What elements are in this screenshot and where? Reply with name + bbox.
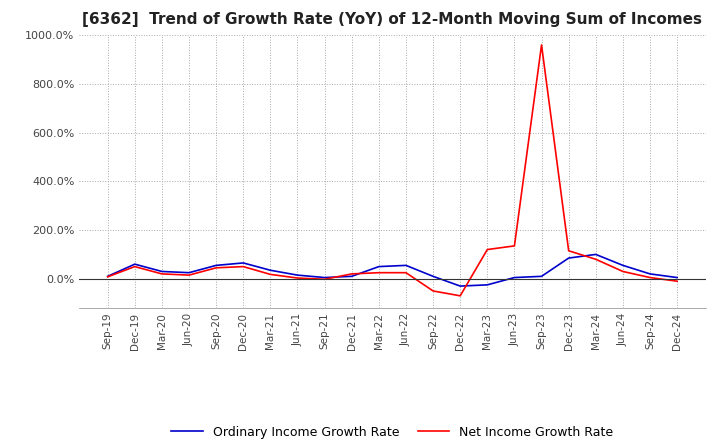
Ordinary Income Growth Rate: [320, 275, 329, 280]
Ordinary Income Growth Rate: [266, 268, 275, 273]
Ordinary Income Growth Rate: [185, 270, 194, 275]
Net Income Growth Rate: [374, 270, 383, 275]
Ordinary Income Growth Rate: [428, 274, 437, 279]
Net Income Growth Rate: [239, 264, 248, 269]
Ordinary Income Growth Rate: [618, 263, 627, 268]
Title: [6362]  Trend of Growth Rate (YoY) of 12-Month Moving Sum of Incomes: [6362] Trend of Growth Rate (YoY) of 12-…: [82, 12, 703, 27]
Net Income Growth Rate: [348, 271, 356, 277]
Net Income Growth Rate: [618, 269, 627, 274]
Net Income Growth Rate: [158, 271, 166, 277]
Net Income Growth Rate: [672, 279, 681, 284]
Ordinary Income Growth Rate: [456, 283, 464, 289]
Net Income Growth Rate: [483, 247, 492, 252]
Line: Ordinary Income Growth Rate: Ordinary Income Growth Rate: [108, 254, 677, 286]
Ordinary Income Growth Rate: [591, 252, 600, 257]
Ordinary Income Growth Rate: [130, 261, 139, 267]
Net Income Growth Rate: [537, 42, 546, 48]
Net Income Growth Rate: [564, 248, 573, 253]
Line: Net Income Growth Rate: Net Income Growth Rate: [108, 45, 677, 296]
Net Income Growth Rate: [591, 257, 600, 262]
Ordinary Income Growth Rate: [374, 264, 383, 269]
Ordinary Income Growth Rate: [564, 256, 573, 261]
Net Income Growth Rate: [266, 272, 275, 277]
Net Income Growth Rate: [402, 270, 410, 275]
Ordinary Income Growth Rate: [510, 275, 518, 280]
Ordinary Income Growth Rate: [672, 275, 681, 280]
Ordinary Income Growth Rate: [537, 274, 546, 279]
Legend: Ordinary Income Growth Rate, Net Income Growth Rate: Ordinary Income Growth Rate, Net Income …: [166, 421, 618, 440]
Net Income Growth Rate: [428, 288, 437, 293]
Net Income Growth Rate: [212, 265, 220, 271]
Net Income Growth Rate: [646, 275, 654, 280]
Ordinary Income Growth Rate: [348, 274, 356, 279]
Net Income Growth Rate: [185, 272, 194, 278]
Net Income Growth Rate: [320, 277, 329, 282]
Ordinary Income Growth Rate: [104, 274, 112, 279]
Net Income Growth Rate: [510, 243, 518, 249]
Net Income Growth Rate: [456, 293, 464, 298]
Ordinary Income Growth Rate: [212, 263, 220, 268]
Ordinary Income Growth Rate: [239, 260, 248, 266]
Ordinary Income Growth Rate: [483, 282, 492, 287]
Net Income Growth Rate: [293, 275, 302, 281]
Ordinary Income Growth Rate: [293, 272, 302, 278]
Net Income Growth Rate: [130, 264, 139, 269]
Ordinary Income Growth Rate: [646, 271, 654, 277]
Net Income Growth Rate: [104, 274, 112, 279]
Ordinary Income Growth Rate: [158, 269, 166, 274]
Ordinary Income Growth Rate: [402, 263, 410, 268]
